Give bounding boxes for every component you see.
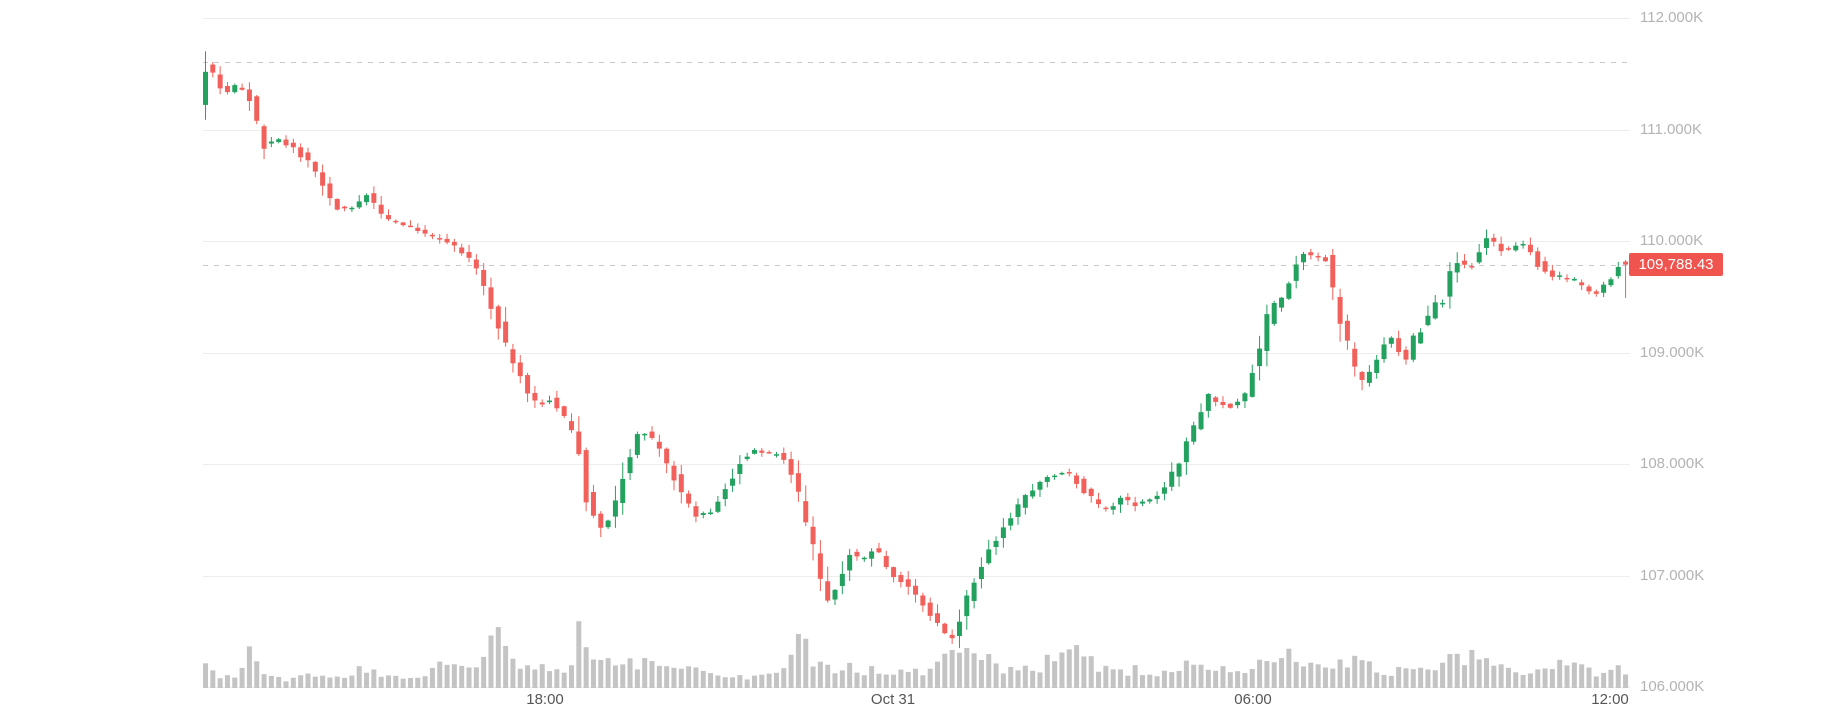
x-axis-label: 06:00 <box>1234 691 1272 708</box>
candles <box>203 51 1629 649</box>
x-axis-label: 12:00 <box>1591 691 1629 708</box>
y-axis-label: 111.000K <box>1640 120 1702 138</box>
x-axis-label: 18:00 <box>526 691 564 708</box>
y-axis-label: 110.000K <box>1640 232 1704 249</box>
reference-dashed-lines <box>203 62 1628 266</box>
y-axis-label: 109.000K <box>1640 343 1705 361</box>
y-axis-label: 112.000K <box>1640 9 1704 26</box>
y-axis-label: 108.000K <box>1640 455 1705 472</box>
y-axis-label: 107.000K <box>1640 566 1705 584</box>
y-axis-label: 106.000K <box>1640 678 1705 695</box>
x-axis-label: Oct 31 <box>870 691 916 708</box>
volume-bars <box>203 621 1629 688</box>
last-price-badge: 109,788.43 <box>1629 253 1723 277</box>
